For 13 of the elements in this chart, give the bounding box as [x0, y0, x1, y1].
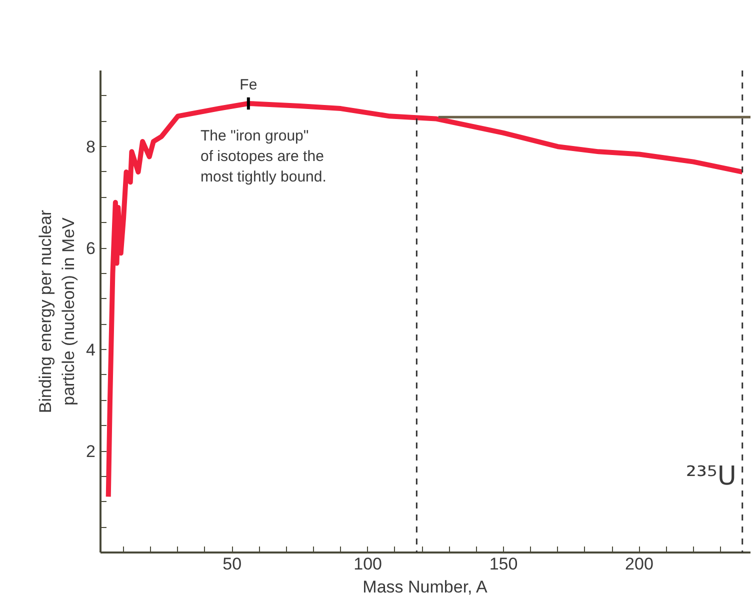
x-tick-label: 100 — [354, 554, 382, 574]
x-tick-label: 200 — [625, 554, 654, 574]
y-tick-label: 2 — [86, 442, 96, 462]
annotation: ²³⁵U — [686, 462, 736, 492]
annotation: The "iron group" of isotopes are the most tightly bound. — [200, 128, 326, 186]
x-axis-title: Mass Number, A — [362, 578, 488, 596]
y-tick-label: 6 — [86, 239, 96, 258]
y-tick-label: 8 — [86, 138, 96, 157]
y-axis-title: Binding energy per nuclear particle (nucleon) in MeV — [36, 210, 78, 414]
x-tick-label: 150 — [489, 554, 518, 574]
y-tick-label: 4 — [86, 340, 96, 360]
x-tick-label: 50 — [222, 554, 242, 574]
annotation: Fe — [240, 76, 258, 94]
